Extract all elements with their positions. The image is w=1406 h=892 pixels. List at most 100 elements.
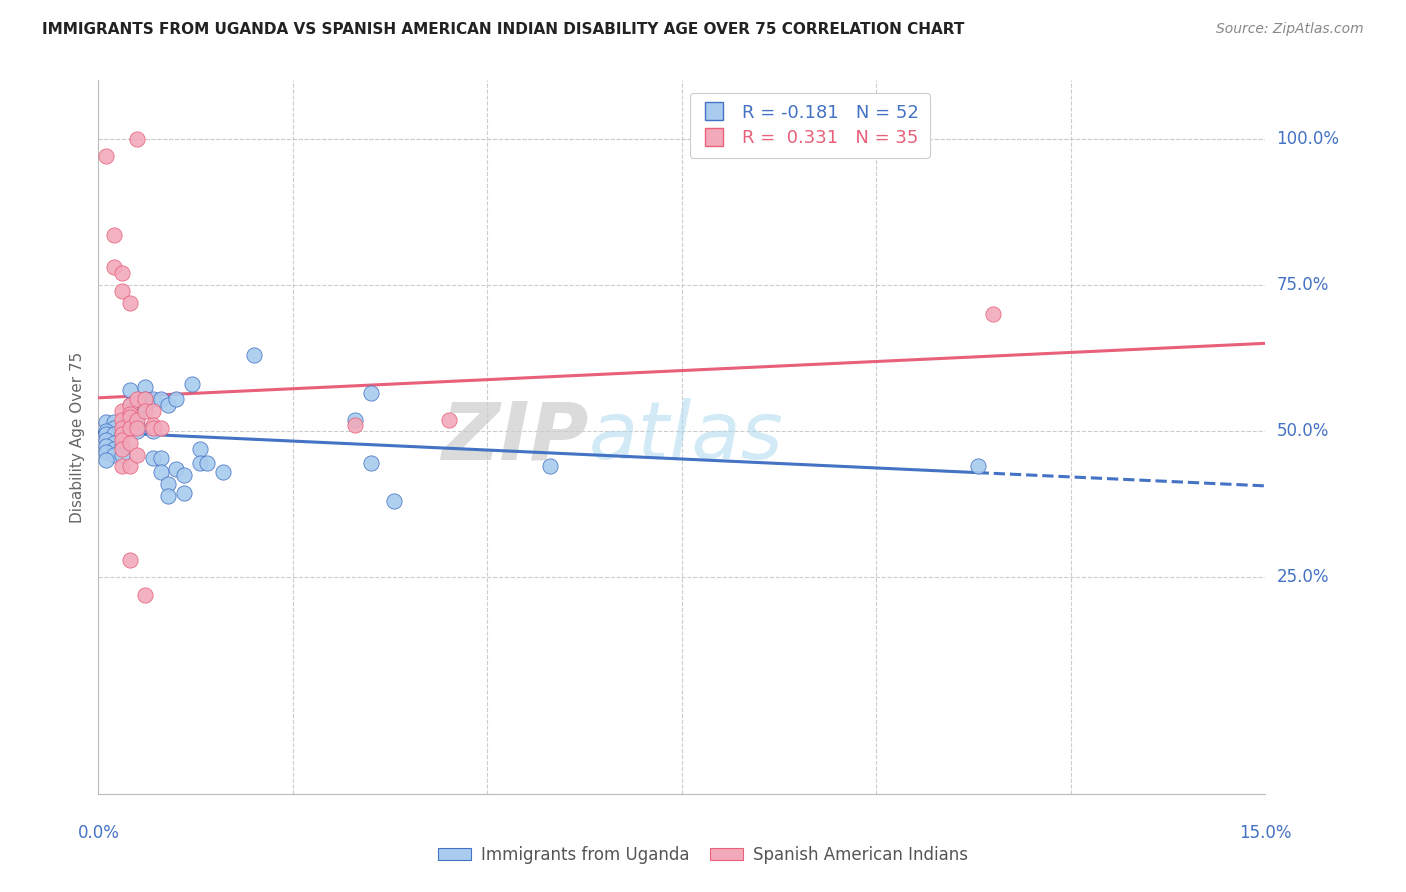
Point	[103, 416, 125, 430]
Point	[157, 489, 180, 503]
Text: 100.0%: 100.0%	[1277, 129, 1340, 148]
Point	[103, 427, 125, 442]
Point	[111, 266, 134, 280]
Point	[134, 380, 156, 394]
Point	[966, 459, 988, 474]
Point	[127, 401, 149, 415]
Point	[437, 412, 460, 426]
Point	[134, 392, 156, 406]
Point	[118, 295, 141, 310]
Point	[111, 284, 134, 298]
Point	[142, 418, 165, 433]
Point	[142, 424, 165, 438]
Point	[103, 421, 125, 435]
Point	[118, 421, 141, 435]
Point	[165, 462, 187, 476]
Point	[118, 553, 141, 567]
Point	[142, 421, 165, 435]
Point	[195, 457, 218, 471]
Point	[103, 260, 125, 275]
Point	[127, 448, 149, 462]
Point	[96, 424, 118, 438]
Point	[127, 421, 149, 435]
Point	[103, 436, 125, 450]
Point	[212, 465, 235, 479]
Point	[243, 348, 266, 362]
Point	[538, 459, 561, 474]
Y-axis label: Disability Age Over 75: Disability Age Over 75	[69, 351, 84, 523]
Point	[127, 132, 149, 146]
Point	[157, 398, 180, 412]
Point	[149, 465, 172, 479]
Point	[165, 392, 187, 406]
Point	[111, 421, 134, 435]
Point	[96, 444, 118, 458]
Text: 50.0%: 50.0%	[1277, 422, 1329, 441]
Point	[96, 416, 118, 430]
Point	[103, 442, 125, 456]
Point	[127, 409, 149, 424]
Point	[344, 412, 367, 426]
Point	[127, 392, 149, 406]
Point	[96, 453, 118, 467]
Point	[173, 485, 195, 500]
Text: 0.0%: 0.0%	[77, 824, 120, 842]
Point	[96, 439, 118, 453]
Point	[142, 403, 165, 417]
Point	[127, 424, 149, 438]
Point	[118, 436, 141, 450]
Point	[118, 459, 141, 474]
Point	[149, 421, 172, 435]
Text: 15.0%: 15.0%	[1239, 824, 1292, 842]
Point	[111, 442, 134, 456]
Legend: Immigrants from Uganda, Spanish American Indians: Immigrants from Uganda, Spanish American…	[432, 839, 974, 871]
Point	[111, 427, 134, 442]
Point	[118, 407, 141, 421]
Point	[118, 384, 141, 398]
Point	[360, 386, 382, 401]
Point	[981, 307, 1004, 321]
Point	[111, 459, 134, 474]
Point	[157, 476, 180, 491]
Point	[149, 450, 172, 465]
Point	[127, 418, 149, 433]
Point	[111, 427, 134, 442]
Point	[111, 403, 134, 417]
Point	[103, 228, 125, 243]
Point	[344, 418, 367, 433]
Point	[134, 392, 156, 406]
Point	[111, 433, 134, 447]
Point	[118, 409, 141, 424]
Point	[134, 403, 156, 417]
Text: 25.0%: 25.0%	[1277, 568, 1329, 586]
Point	[173, 468, 195, 483]
Point	[188, 457, 211, 471]
Point	[96, 427, 118, 442]
Point	[118, 412, 141, 426]
Legend: R = -0.181   N = 52, R =  0.331   N = 35: R = -0.181 N = 52, R = 0.331 N = 35	[689, 93, 929, 158]
Point	[118, 398, 141, 412]
Text: ZIP: ZIP	[441, 398, 589, 476]
Point	[127, 412, 149, 426]
Text: atlas: atlas	[589, 398, 783, 476]
Point	[111, 412, 134, 426]
Text: 75.0%: 75.0%	[1277, 276, 1329, 294]
Point	[134, 588, 156, 602]
Point	[180, 377, 202, 392]
Point	[111, 448, 134, 462]
Point	[118, 398, 141, 412]
Text: IMMIGRANTS FROM UGANDA VS SPANISH AMERICAN INDIAN DISABILITY AGE OVER 75 CORRELA: IMMIGRANTS FROM UGANDA VS SPANISH AMERIC…	[42, 22, 965, 37]
Point	[382, 494, 405, 508]
Point	[111, 439, 134, 453]
Point	[118, 403, 141, 417]
Point	[103, 448, 125, 462]
Point	[149, 392, 172, 406]
Point	[360, 457, 382, 471]
Point	[134, 398, 156, 412]
Point	[142, 392, 165, 406]
Text: Source: ZipAtlas.com: Source: ZipAtlas.com	[1216, 22, 1364, 37]
Point	[96, 433, 118, 447]
Point	[188, 442, 211, 456]
Point	[142, 450, 165, 465]
Point	[96, 149, 118, 163]
